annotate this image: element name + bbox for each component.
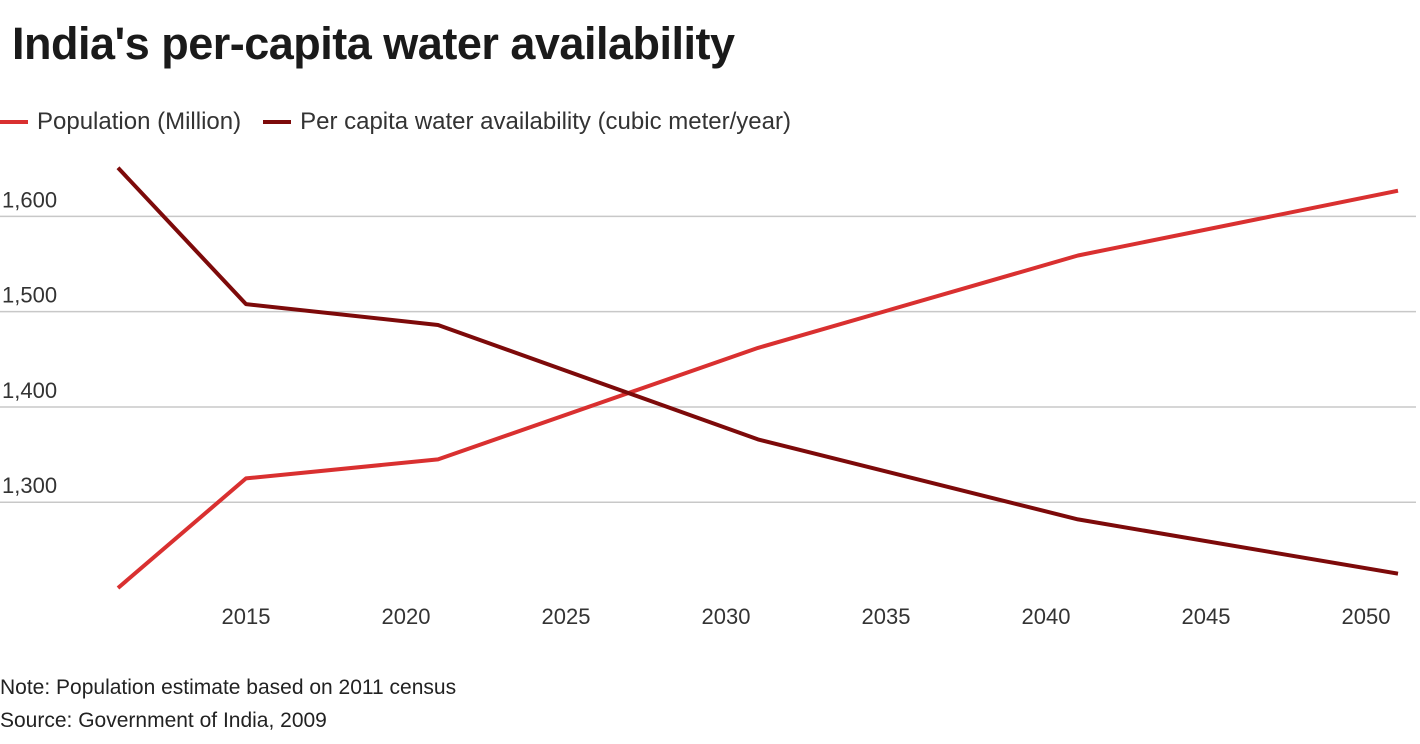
x-tick-label: 2035 xyxy=(862,604,911,629)
y-tick-label: 1,600 xyxy=(2,187,57,212)
legend-item-population: Population (Million) xyxy=(0,108,241,136)
legend-swatch-population xyxy=(0,120,28,124)
y-tick-label: 1,500 xyxy=(2,283,57,308)
legend-swatch-water xyxy=(263,120,292,124)
x-tick-label: 2045 xyxy=(1182,604,1231,629)
line-chart: 1,300 1,400 1,500 1,600 2015 2020 2025 2030 2035… xyxy=(0,166,1416,629)
chart-source: Source: Government of India, 2009 xyxy=(0,709,327,732)
x-tick-label: 2020 xyxy=(382,604,431,629)
chart-legend: Population (Million) Per capita water av… xyxy=(0,108,813,136)
x-tick-label: 2040 xyxy=(1022,604,1071,629)
legend-label-population: Population (Million) xyxy=(37,108,242,135)
x-tick-label: 2050 xyxy=(1342,604,1391,629)
series-line-water xyxy=(116,166,1399,576)
y-tick-label: 1,400 xyxy=(2,378,57,403)
y-tick-label: 1,300 xyxy=(2,473,57,498)
legend-item-water: Per capita water availability (cubic met… xyxy=(263,108,791,136)
x-tick-label: 2025 xyxy=(542,604,591,629)
chart-note: Note: Population estimate based on 2011 … xyxy=(0,676,457,699)
legend-label-water: Per capita water availability (cubic met… xyxy=(300,108,791,135)
chart-title: India's per-capita water availability xyxy=(12,18,735,69)
x-tick-label: 2015 xyxy=(222,604,271,629)
series-line-population xyxy=(116,188,1399,590)
x-tick-label: 2030 xyxy=(702,604,751,629)
